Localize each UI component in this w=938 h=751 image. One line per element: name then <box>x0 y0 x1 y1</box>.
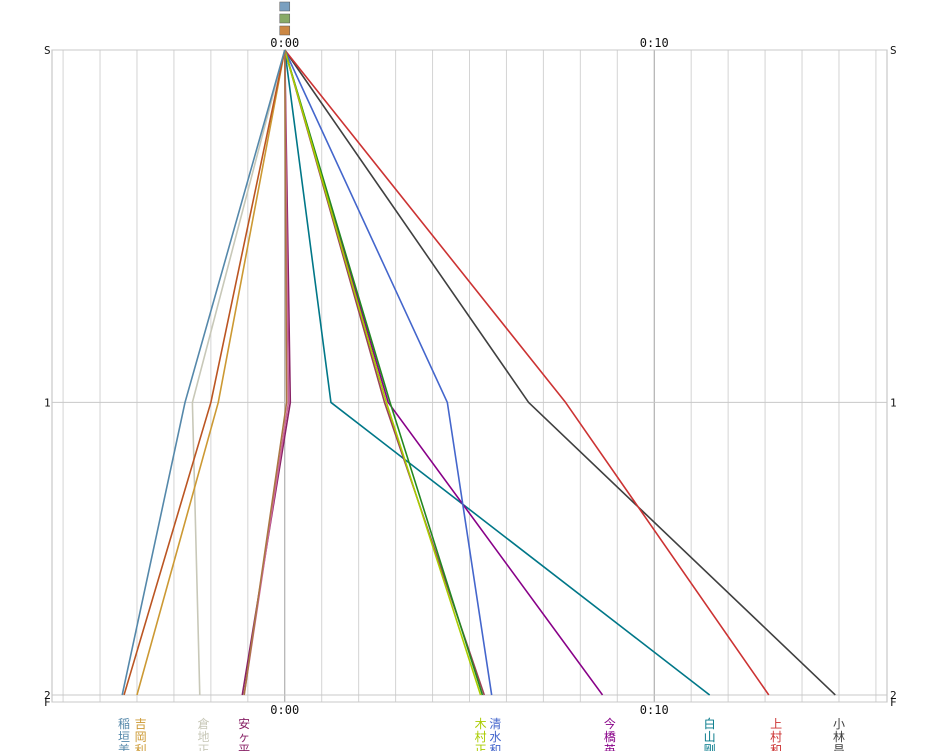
runner-name-char: 橋 <box>604 730 616 744</box>
runner-name-char: 英 <box>604 743 616 751</box>
y-tick-label-left: 2 <box>44 689 51 702</box>
runner-name-char: 倉 <box>197 716 209 731</box>
series-line <box>284 49 836 696</box>
runner-name-char: 稲 <box>118 717 130 731</box>
runner-name-char: 利 <box>135 743 147 751</box>
runner-name-char: 地 <box>197 730 209 744</box>
runner-name-char: 木 <box>475 717 487 731</box>
runner-name-char: 山 <box>704 730 716 744</box>
series-line <box>284 49 493 696</box>
runner-name-char: 和 <box>489 743 501 751</box>
runner-name-char: 岡 <box>135 730 147 744</box>
series-line <box>284 49 770 696</box>
runner-name-char: 村 <box>475 730 487 744</box>
runner-name-char: 平 <box>238 743 250 751</box>
runner-name-char: 正 <box>475 743 487 751</box>
x-tick-label-bottom: 0:00 <box>270 703 299 717</box>
y-tick-label-left: 1 <box>44 396 51 409</box>
y-tick-label-right: F <box>890 696 897 709</box>
x-tick-label-top: 0:10 <box>640 36 669 50</box>
series-line <box>243 49 288 696</box>
y-tick-label-left: F <box>44 696 51 709</box>
runner-name-char: 林 <box>833 730 845 744</box>
start-marker <box>279 13 291 24</box>
runner-name-char: 正 <box>197 743 209 751</box>
y-tick-label-right: 1 <box>890 396 897 409</box>
runner-name-char: 上 <box>770 717 782 731</box>
runner-name-char: 村 <box>770 730 782 744</box>
series-line <box>283 49 484 696</box>
runner-name-char: 昌 <box>833 743 845 751</box>
x-tick-label-top: 0:00 <box>270 36 299 50</box>
runner-name-char: 小 <box>833 717 845 731</box>
series-line <box>121 49 286 696</box>
x-tick-label-bottom: 0:10 <box>640 703 669 717</box>
series-line <box>123 49 286 696</box>
runner-name-char: 今 <box>604 716 616 731</box>
runner-name-char: 安 <box>238 716 250 731</box>
runner-name-char: 和 <box>770 743 782 751</box>
series-line <box>191 49 286 695</box>
series-line <box>283 49 482 696</box>
start-marker <box>279 25 291 36</box>
series-line <box>283 49 711 696</box>
y-tick-label-left: S <box>44 44 51 57</box>
runner-name-char: 清 <box>489 717 501 731</box>
runner-name-char: ヶ <box>238 730 250 744</box>
runner-name-char: 剛 <box>704 743 716 751</box>
runner-name-char: 吉 <box>135 717 147 731</box>
y-tick-label-right: S <box>890 44 897 57</box>
series-line <box>136 49 286 696</box>
start-marker <box>279 1 291 12</box>
y-tick-label-right: 2 <box>890 689 897 702</box>
runner-name-char: 美 <box>118 743 130 751</box>
runner-name-char: 白 <box>704 716 716 731</box>
runner-name-char: 水 <box>489 730 501 744</box>
runner-name-char: 垣 <box>118 730 130 744</box>
